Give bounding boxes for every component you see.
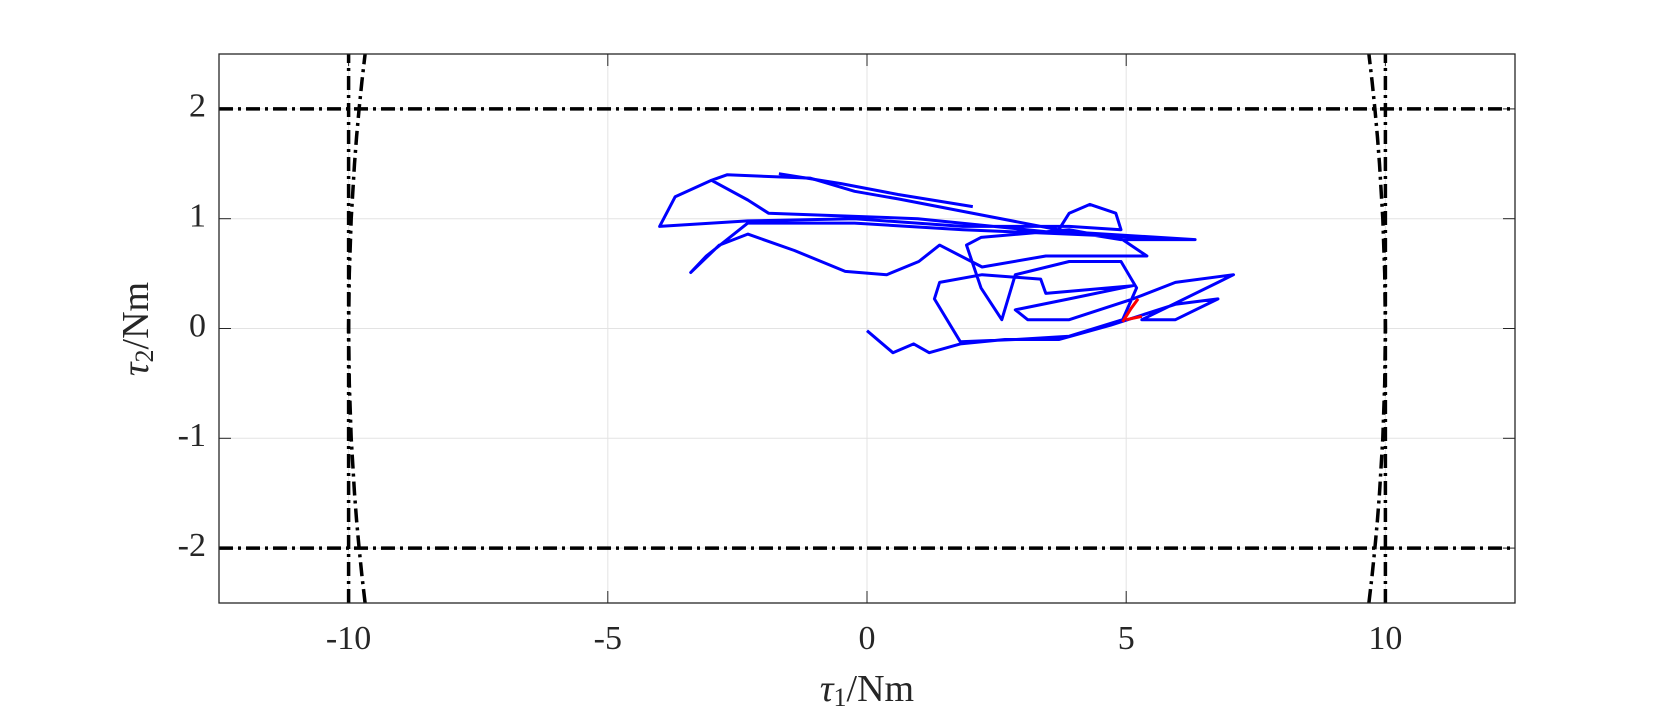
y-tick-label: 2 [189, 88, 206, 125]
series-line [1121, 298, 1143, 323]
y-tick-label: -1 [178, 417, 206, 454]
y-axis-label: τ2/Nm [115, 282, 159, 376]
x-label-unit: /Nm [847, 668, 915, 710]
series-line [346, 54, 367, 603]
x-tick-label: -5 [594, 620, 622, 657]
series-line [778, 172, 974, 209]
y-tick-label: -2 [178, 527, 206, 564]
axes-box [218, 53, 1516, 604]
x-axis-label: τ1/Nm [820, 668, 914, 712]
series-line [1367, 54, 1388, 603]
x-tick-label: -10 [326, 620, 371, 657]
x-label-symbol: τ [820, 668, 835, 710]
y-tick-label: 1 [189, 197, 206, 234]
x-tick-label: 10 [1368, 620, 1402, 657]
x-tick-label: 5 [1118, 620, 1135, 657]
y-label-symbol: τ [115, 361, 157, 376]
x-tick-label: 0 [859, 620, 876, 657]
y-tick-label: 0 [189, 307, 206, 344]
x-label-subscript: 1 [834, 683, 847, 712]
series-line [658, 173, 1235, 355]
y-label-subscript: 2 [130, 349, 159, 362]
y-label-unit: /Nm [115, 282, 157, 350]
